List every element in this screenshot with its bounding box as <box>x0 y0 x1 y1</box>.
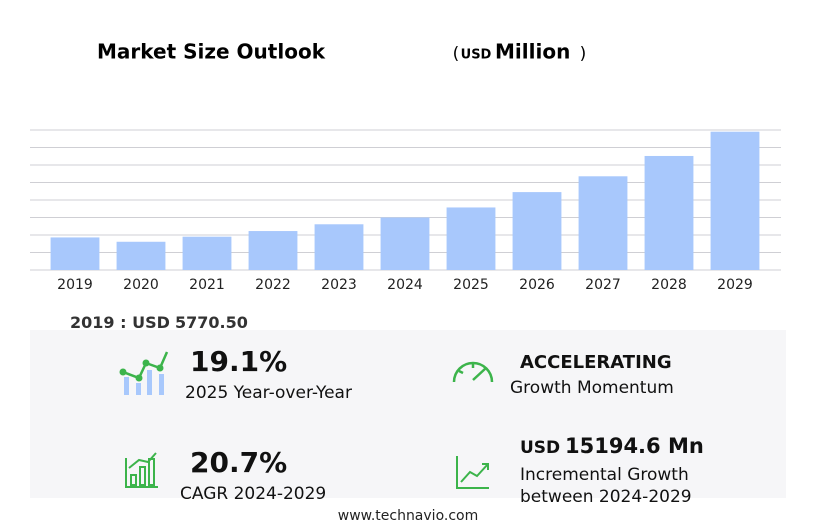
unit-paren: ( <box>453 44 460 64</box>
footer: www.technavio.com <box>337 508 479 524</box>
cagr-value: 20.7% <box>190 446 288 479</box>
bar <box>248 231 298 270</box>
chart-title: Market Size Outlook <box>97 40 326 64</box>
incr-currency: USD <box>520 438 561 458</box>
x-tick-label: 2019 <box>57 277 93 293</box>
yoy-icon <box>124 370 164 395</box>
gauge-icon <box>452 361 494 383</box>
bar <box>314 224 364 270</box>
x-tick-label: 2020 <box>123 277 159 293</box>
yoy-label: 2025 Year-over-Year <box>185 383 352 403</box>
x-tick-label: 2024 <box>387 277 423 293</box>
x-tick-label: 2023 <box>321 277 357 293</box>
incr-value: 15194.6 Mn <box>565 434 704 458</box>
x-tick-label: 2028 <box>651 277 687 293</box>
incr-label: Incremental Growth <box>520 465 689 485</box>
bar <box>182 236 232 270</box>
bar <box>380 217 430 270</box>
bar <box>50 237 100 270</box>
unit-label: Million <box>495 40 570 64</box>
base-value: 5770.50 <box>175 313 248 332</box>
bar <box>512 192 562 270</box>
bar <box>644 155 694 270</box>
chart: Market Size Outlook ( USD Million ) 2019… <box>30 40 781 293</box>
unit-currency: USD <box>461 48 492 63</box>
x-tick-label: 2027 <box>585 277 621 293</box>
cagr-label: CAGR 2024-2029 <box>180 484 327 504</box>
yoy-value: 19.1% <box>190 345 288 378</box>
x-tick-label: 2026 <box>519 277 555 293</box>
stats-panel <box>30 330 786 498</box>
x-tick-label: 2021 <box>189 277 225 293</box>
momentum-value: ACCELERATING <box>520 352 672 373</box>
cagr-icon <box>125 452 158 488</box>
base-label: 2019 : USD <box>70 313 170 332</box>
momentum-label: Growth Momentum <box>510 378 674 398</box>
bar <box>116 241 166 270</box>
x-tick-label: 2025 <box>453 277 489 293</box>
unit-paren: ) <box>580 44 587 64</box>
bar <box>446 207 496 270</box>
incremental-icon <box>456 456 489 489</box>
bar <box>578 176 628 270</box>
yoy-icon <box>119 359 164 382</box>
x-tick-label: 2022 <box>255 277 291 293</box>
x-tick-label: 2029 <box>717 277 753 293</box>
incr-label: between 2024-2029 <box>520 487 692 507</box>
bar <box>710 131 760 270</box>
